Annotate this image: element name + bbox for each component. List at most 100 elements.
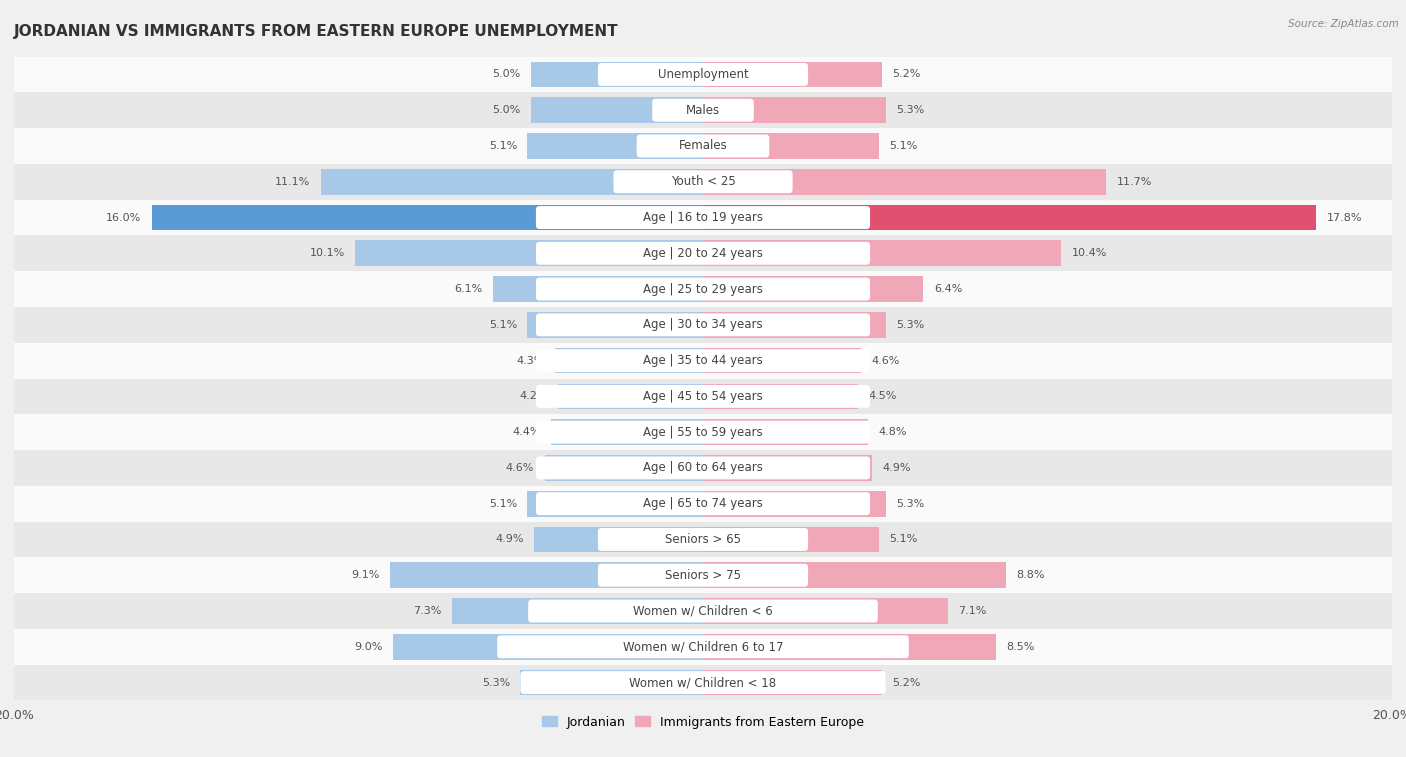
Text: Age | 16 to 19 years: Age | 16 to 19 years: [643, 211, 763, 224]
Bar: [703, 670, 882, 696]
FancyBboxPatch shape: [536, 421, 870, 444]
FancyBboxPatch shape: [613, 170, 793, 193]
FancyBboxPatch shape: [536, 456, 870, 479]
Bar: [703, 312, 886, 338]
FancyBboxPatch shape: [536, 349, 870, 372]
Bar: [555, 347, 703, 373]
Bar: [531, 61, 703, 87]
FancyBboxPatch shape: [536, 206, 870, 229]
FancyBboxPatch shape: [536, 278, 870, 301]
Bar: [14, 128, 1392, 164]
Bar: [14, 343, 1392, 378]
Text: Youth < 25: Youth < 25: [671, 176, 735, 188]
Bar: [14, 629, 1392, 665]
Bar: [14, 414, 1392, 450]
Text: 4.8%: 4.8%: [879, 427, 907, 437]
Bar: [703, 384, 858, 410]
Bar: [494, 276, 703, 302]
FancyBboxPatch shape: [536, 313, 870, 336]
Text: 5.0%: 5.0%: [492, 70, 520, 79]
FancyBboxPatch shape: [536, 385, 870, 408]
Text: 5.3%: 5.3%: [896, 499, 924, 509]
Text: 5.3%: 5.3%: [482, 678, 510, 687]
FancyBboxPatch shape: [652, 98, 754, 122]
Text: 4.2%: 4.2%: [519, 391, 548, 401]
FancyBboxPatch shape: [598, 63, 808, 86]
Bar: [551, 419, 703, 445]
Text: Source: ZipAtlas.com: Source: ZipAtlas.com: [1288, 19, 1399, 29]
Text: 5.0%: 5.0%: [492, 105, 520, 115]
Text: 5.2%: 5.2%: [893, 70, 921, 79]
Text: 4.5%: 4.5%: [869, 391, 897, 401]
FancyBboxPatch shape: [598, 564, 808, 587]
Bar: [14, 522, 1392, 557]
Bar: [703, 133, 879, 159]
Text: 8.8%: 8.8%: [1017, 570, 1045, 580]
Bar: [14, 378, 1392, 414]
Text: Age | 65 to 74 years: Age | 65 to 74 years: [643, 497, 763, 510]
Text: Age | 45 to 54 years: Age | 45 to 54 years: [643, 390, 763, 403]
Text: 4.3%: 4.3%: [516, 356, 544, 366]
Bar: [703, 527, 879, 553]
Text: Age | 35 to 44 years: Age | 35 to 44 years: [643, 354, 763, 367]
Bar: [703, 455, 872, 481]
Text: 11.1%: 11.1%: [276, 177, 311, 187]
Bar: [14, 200, 1392, 235]
Bar: [321, 169, 703, 195]
Bar: [392, 634, 703, 659]
Text: Women w/ Children 6 to 17: Women w/ Children 6 to 17: [623, 640, 783, 653]
FancyBboxPatch shape: [520, 671, 886, 694]
Text: 11.7%: 11.7%: [1116, 177, 1152, 187]
Text: 6.1%: 6.1%: [454, 284, 482, 294]
Bar: [451, 598, 703, 624]
Bar: [703, 347, 862, 373]
Text: 17.8%: 17.8%: [1326, 213, 1362, 223]
Text: 5.1%: 5.1%: [489, 499, 517, 509]
FancyBboxPatch shape: [498, 635, 908, 659]
Text: Seniors > 75: Seniors > 75: [665, 569, 741, 581]
Text: 5.1%: 5.1%: [889, 141, 917, 151]
Bar: [703, 169, 1107, 195]
Bar: [703, 98, 886, 123]
Bar: [14, 450, 1392, 486]
Text: 9.0%: 9.0%: [354, 642, 382, 652]
Text: 5.3%: 5.3%: [896, 105, 924, 115]
Text: Age | 30 to 34 years: Age | 30 to 34 years: [643, 319, 763, 332]
Bar: [544, 455, 703, 481]
Text: 4.4%: 4.4%: [513, 427, 541, 437]
Bar: [520, 670, 703, 696]
Text: 5.1%: 5.1%: [489, 141, 517, 151]
Text: 7.1%: 7.1%: [957, 606, 986, 616]
Text: 8.5%: 8.5%: [1007, 642, 1035, 652]
Bar: [14, 235, 1392, 271]
Text: Seniors > 65: Seniors > 65: [665, 533, 741, 546]
Bar: [703, 204, 1316, 230]
Text: Unemployment: Unemployment: [658, 68, 748, 81]
Text: 5.3%: 5.3%: [896, 320, 924, 330]
Bar: [531, 98, 703, 123]
Bar: [14, 271, 1392, 307]
Bar: [534, 527, 703, 553]
Text: 4.6%: 4.6%: [506, 463, 534, 473]
Text: Females: Females: [679, 139, 727, 152]
FancyBboxPatch shape: [536, 492, 870, 516]
Text: 9.1%: 9.1%: [352, 570, 380, 580]
Text: Women w/ Children < 18: Women w/ Children < 18: [630, 676, 776, 689]
Bar: [527, 491, 703, 516]
FancyBboxPatch shape: [637, 135, 769, 157]
Bar: [703, 562, 1007, 588]
Bar: [703, 61, 882, 87]
Bar: [14, 557, 1392, 593]
Text: 5.2%: 5.2%: [893, 678, 921, 687]
Bar: [527, 133, 703, 159]
Bar: [14, 92, 1392, 128]
Bar: [703, 419, 869, 445]
Bar: [558, 384, 703, 410]
Text: 7.3%: 7.3%: [413, 606, 441, 616]
Bar: [14, 593, 1392, 629]
Text: 10.4%: 10.4%: [1071, 248, 1107, 258]
Bar: [14, 307, 1392, 343]
Bar: [389, 562, 703, 588]
Text: 10.1%: 10.1%: [309, 248, 344, 258]
Text: Age | 25 to 29 years: Age | 25 to 29 years: [643, 282, 763, 295]
